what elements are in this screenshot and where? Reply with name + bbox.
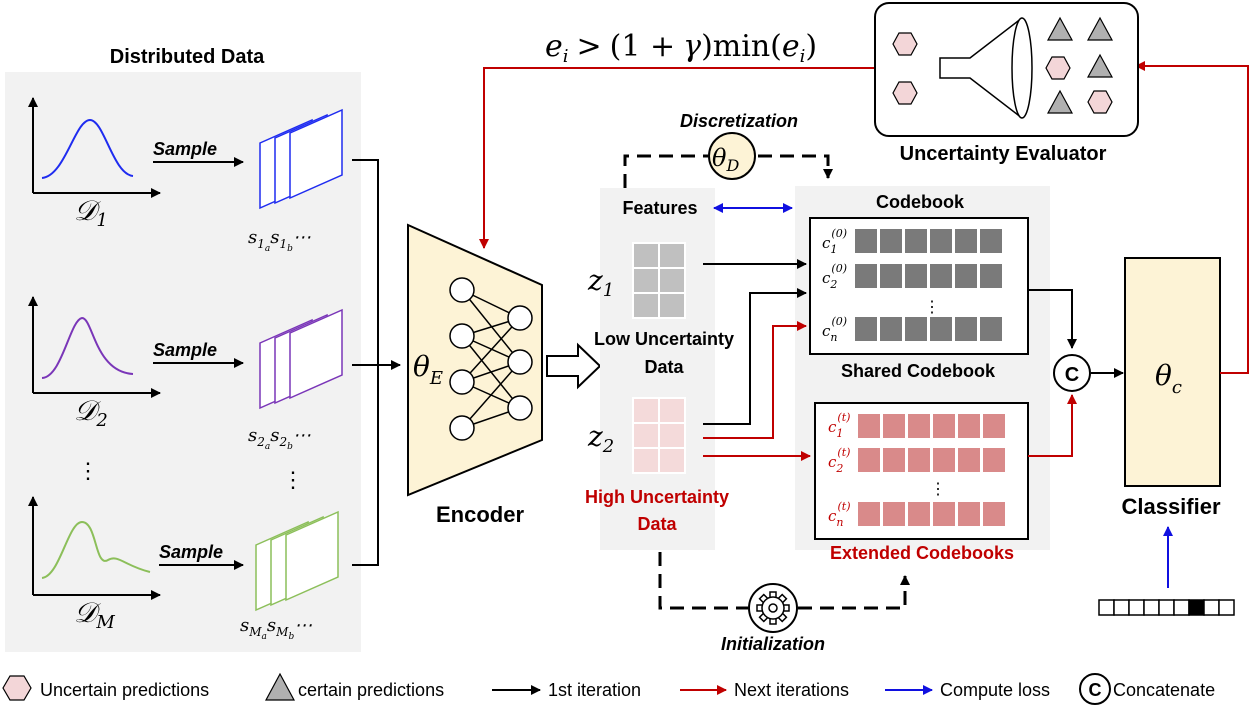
- legend-compute-loss-label: Compute loss: [940, 680, 1050, 700]
- uncertainty-threshold-formula: ei > (1 + γ)min(ei): [545, 29, 817, 67]
- legend-certain: certain predictions: [264, 672, 444, 701]
- triangle-icon: [264, 672, 296, 701]
- high-uncertainty-line2: Data: [637, 514, 677, 534]
- extended-c1-label: c1(t): [828, 411, 850, 440]
- legend-next-iterations-label: Next iterations: [734, 680, 849, 700]
- features-panel: Features z1 Low Uncertainty Data z2 High…: [585, 188, 734, 550]
- classifier-theta: θc: [1155, 359, 1182, 398]
- z2-grid: [632, 397, 686, 474]
- concat-node: [1053, 354, 1091, 392]
- legend-first-iteration-label: 1st iteration: [548, 680, 641, 700]
- sample-label-m: Sample: [159, 542, 223, 562]
- encoder-label: Encoder: [436, 502, 524, 527]
- distributed-data-title: Distributed Data: [110, 46, 265, 68]
- shared-c1-label: c1(0): [822, 227, 847, 256]
- low-uncertainty-line2: Data: [644, 357, 684, 377]
- extended-row-n: [858, 502, 1005, 526]
- extended-row-2: [858, 448, 1005, 472]
- shared-row-n: [855, 317, 1002, 341]
- z1-grid: [632, 242, 686, 319]
- sample-names-1: s1as1b⋯: [248, 227, 311, 254]
- codebook-concat-arrows: [1028, 289, 1077, 457]
- discretization-path: θD Discretization: [623, 111, 833, 188]
- encoder-output-arrow: [546, 342, 602, 390]
- funnel-icon: [939, 17, 1033, 119]
- legend-uncertain: Uncertain predictions: [2, 675, 209, 701]
- shared-c2-label: c2(0): [822, 262, 847, 291]
- legend: Uncertain predictions certain prediction…: [2, 672, 1215, 705]
- features-title: Features: [622, 198, 697, 218]
- extended-row-1: [858, 414, 1005, 438]
- one-hot-label: [1098, 599, 1235, 616]
- sample-label-1: Sample: [153, 139, 217, 159]
- sample-stack-2: [259, 308, 343, 410]
- sample-names-m: sMasMb⋯: [240, 615, 312, 642]
- sample-vdots: ⋮: [282, 467, 304, 492]
- legend-first-iteration: 1st iteration: [492, 680, 641, 700]
- gear-icon: [756, 591, 790, 625]
- discretization-node: [708, 132, 756, 180]
- legend-concat-symbol: C: [1089, 680, 1102, 700]
- classifier-block: θc Classifier: [1121, 257, 1221, 519]
- domain-m-plot: [28, 496, 161, 600]
- legend-certain-label: certain predictions: [298, 680, 444, 700]
- hexagon-icon: [2, 675, 32, 701]
- legend-uncertain-label: Uncertain predictions: [40, 680, 209, 700]
- legend-compute-loss: Compute loss: [885, 680, 1050, 700]
- sample-label-2: Sample: [153, 340, 217, 360]
- sample-names-2: s2as2b⋯: [248, 425, 311, 452]
- encoder-theta: θE: [413, 350, 443, 389]
- sample-stack-1: [259, 108, 343, 210]
- domain-vdots: ⋮: [77, 458, 99, 483]
- domain-1-plot: [28, 97, 161, 198]
- shared-row-2: [855, 264, 1002, 288]
- legend-concatenate: C Concatenate: [1079, 673, 1215, 705]
- feature-codebook-arrows: [703, 259, 811, 461]
- z1-label: z1: [587, 264, 614, 301]
- low-uncertainty-line1: Low Uncertainty: [594, 329, 734, 349]
- initialization-label: Initialization: [721, 634, 825, 654]
- z2-label: z2: [587, 420, 614, 457]
- shared-cn-label: cn(0): [822, 315, 847, 344]
- codebook-panel: Codebook c1(0) c2(0) cn(0) ⋮ Shared Code…: [795, 186, 1050, 563]
- distributed-data-panel: Distributed Data 𝒟1 Sample s1as1b⋯ 𝒟2 Sa…: [5, 46, 361, 652]
- discretization-theta: θD: [712, 144, 739, 175]
- uncertain-hexagons: [892, 32, 1113, 114]
- extended-cn-label: cn(t): [828, 500, 851, 529]
- feedback-arrows: [479, 61, 1249, 374]
- high-uncertainty-line1: High Uncertainty: [585, 487, 729, 507]
- domain-2-plot: [28, 296, 161, 398]
- codebook-title: Codebook: [876, 192, 965, 212]
- concat-symbol: C: [1065, 364, 1079, 386]
- extended-codebook-label: Extended Codebooks: [830, 543, 1014, 563]
- extended-c2-label: c2(t): [828, 446, 850, 475]
- classifier-label: Classifier: [1121, 494, 1220, 519]
- extended-vdots: ⋮: [930, 481, 946, 498]
- shared-codebook-label: Shared Codebook: [841, 361, 996, 381]
- initialization-path: Initialization: [658, 552, 910, 654]
- encoder-neurons: [449, 277, 533, 441]
- shared-row-1: [855, 229, 1002, 253]
- legend-concatenate-label: Concatenate: [1113, 680, 1215, 700]
- sample-stack-m: [255, 510, 339, 612]
- shared-vdots: ⋮: [924, 299, 940, 316]
- discretization-label: Discretization: [680, 111, 798, 131]
- uncertainty-evaluator-label: Uncertainty Evaluator: [900, 143, 1107, 165]
- certain-triangles: [1046, 16, 1114, 114]
- legend-next-iterations: Next iterations: [680, 680, 849, 700]
- uncertainty-evaluator: Uncertainty Evaluator: [874, 2, 1139, 165]
- data-merge-lines: [352, 159, 401, 566]
- encoder-block: θE Encoder: [407, 223, 543, 527]
- concat-icon: [1079, 673, 1111, 705]
